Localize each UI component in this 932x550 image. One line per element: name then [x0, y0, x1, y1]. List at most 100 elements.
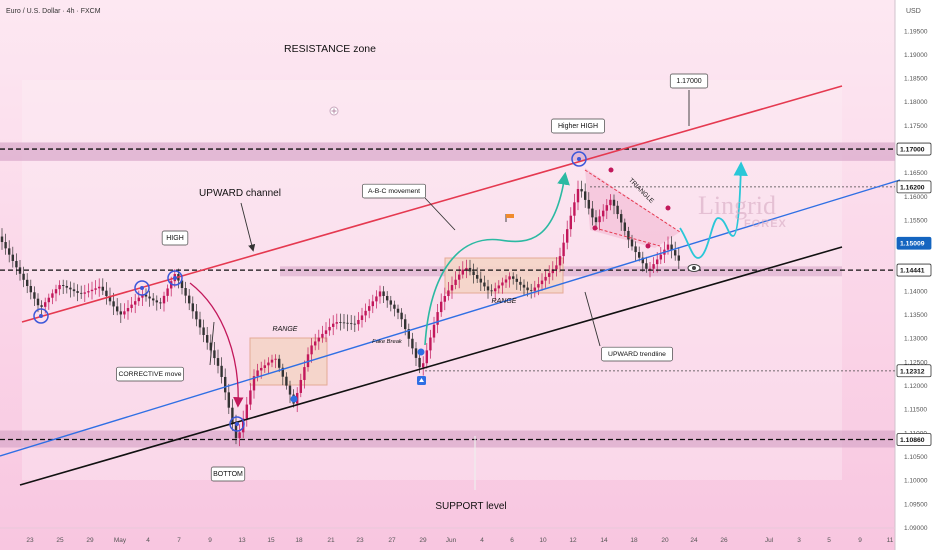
- annotation-12: SUPPORT level: [435, 501, 506, 512]
- price-label-box-3: [896, 263, 932, 277]
- y-tick-label: 1.12500: [904, 359, 928, 366]
- candle-body: [580, 189, 583, 192]
- zone-resistance: [0, 142, 895, 161]
- candle-body: [591, 208, 594, 218]
- candle-body: [479, 278, 482, 283]
- candle-body: [447, 290, 450, 297]
- candle-body: [123, 311, 126, 315]
- candle-body: [616, 205, 619, 215]
- candle-body: [360, 315, 364, 320]
- candle-body: [90, 289, 94, 292]
- y-tick-label: 1.19000: [904, 52, 928, 59]
- candle-body: [497, 285, 500, 289]
- candle-body: [371, 301, 374, 307]
- watermark-name: Lingrid: [698, 191, 776, 220]
- y-tick-label: 1.09000: [904, 525, 928, 532]
- candle-body: [645, 263, 648, 269]
- trend-touch-point-2: [417, 348, 425, 356]
- x-tick-label: 27: [388, 537, 396, 544]
- annotation-text: Higher HIGH: [558, 123, 598, 130]
- candle-body: [598, 216, 601, 223]
- candle-body: [382, 291, 385, 296]
- pivot-high-2: [167, 270, 183, 286]
- candle-body: [22, 273, 25, 280]
- candle-body: [537, 284, 540, 288]
- candle-body: [440, 301, 443, 313]
- annotation-box: [601, 346, 673, 362]
- candle-body: [44, 302, 47, 307]
- pivot-bottom: [229, 416, 245, 432]
- candle-body: [454, 279, 457, 286]
- candle-body: [26, 279, 29, 286]
- price-label-0: 1.17000: [900, 147, 925, 154]
- candle-body: [508, 276, 511, 280]
- candle-body: [486, 286, 490, 291]
- candle-body: [594, 217, 598, 223]
- candle-body: [634, 246, 637, 253]
- annotation-box: [210, 466, 246, 482]
- candle-body: [468, 267, 472, 272]
- candle-body: [612, 199, 616, 206]
- candle-body: [62, 285, 65, 287]
- x-tick-label: 18: [630, 537, 638, 544]
- trend-touch-point-1: [290, 395, 298, 403]
- candle-body: [674, 250, 677, 256]
- pivot-higher-high: [571, 151, 587, 167]
- candle-body: [224, 376, 227, 393]
- annotation-text: CORRECTIVE move: [118, 371, 181, 378]
- candle-body: [105, 290, 108, 297]
- candle-body: [573, 202, 576, 216]
- annotation-8: RANGE: [492, 298, 517, 305]
- annotation-6: Fake Break: [372, 339, 403, 345]
- flag-icon: [505, 214, 514, 222]
- watermark-sub: FOREX: [744, 218, 787, 230]
- y-tick-label: 1.13500: [904, 312, 928, 319]
- candle-body: [656, 259, 659, 265]
- x-tick-label: 9: [858, 537, 862, 544]
- candle-body: [98, 286, 101, 289]
- candle-body: [260, 367, 263, 371]
- annotation-box: [361, 183, 427, 199]
- x-tick-label: 4: [480, 537, 484, 544]
- triangle-pattern: [585, 168, 680, 248]
- y-tick-label: 1.15500: [904, 217, 928, 224]
- x-tick-label: 10: [539, 537, 547, 544]
- annotation-text: RANGE: [492, 298, 517, 305]
- candle-body: [623, 222, 626, 231]
- candle-body: [620, 214, 623, 223]
- candle-body: [72, 289, 76, 292]
- candle-body: [677, 255, 680, 261]
- candle-body: [638, 252, 641, 258]
- candle-body: [116, 306, 119, 312]
- annotation-text: Fake Break: [372, 339, 403, 345]
- candle-body: [530, 290, 533, 291]
- corrective-move-arrow: [189, 282, 244, 408]
- candle-body: [519, 281, 522, 285]
- candle-body: [202, 327, 205, 336]
- candle-body: [512, 276, 515, 279]
- candle-body: [414, 348, 418, 358]
- upward-trendline: [0, 179, 901, 457]
- candle-body: [324, 330, 328, 334]
- candle-body: [576, 189, 580, 203]
- candle-body: [407, 329, 410, 339]
- candle-body: [357, 319, 360, 325]
- candle-body: [418, 357, 421, 368]
- x-tick-label: 23: [26, 537, 34, 544]
- x-tick-label: 6: [510, 537, 514, 544]
- y-tick-label: 1.10500: [904, 454, 928, 461]
- upward-channel-line: [21, 85, 843, 323]
- candle-body: [346, 322, 349, 324]
- triangle-upper-line: [584, 169, 681, 233]
- annotation-text: RANGE: [273, 326, 298, 333]
- candle-body: [609, 199, 612, 206]
- candle-body: [80, 292, 83, 294]
- candle-body: [501, 282, 504, 286]
- candle-body: [170, 281, 173, 289]
- currency-label: USD: [906, 8, 921, 15]
- candle-body: [65, 286, 68, 288]
- candle-body: [432, 324, 436, 338]
- candle-body: [216, 358, 220, 366]
